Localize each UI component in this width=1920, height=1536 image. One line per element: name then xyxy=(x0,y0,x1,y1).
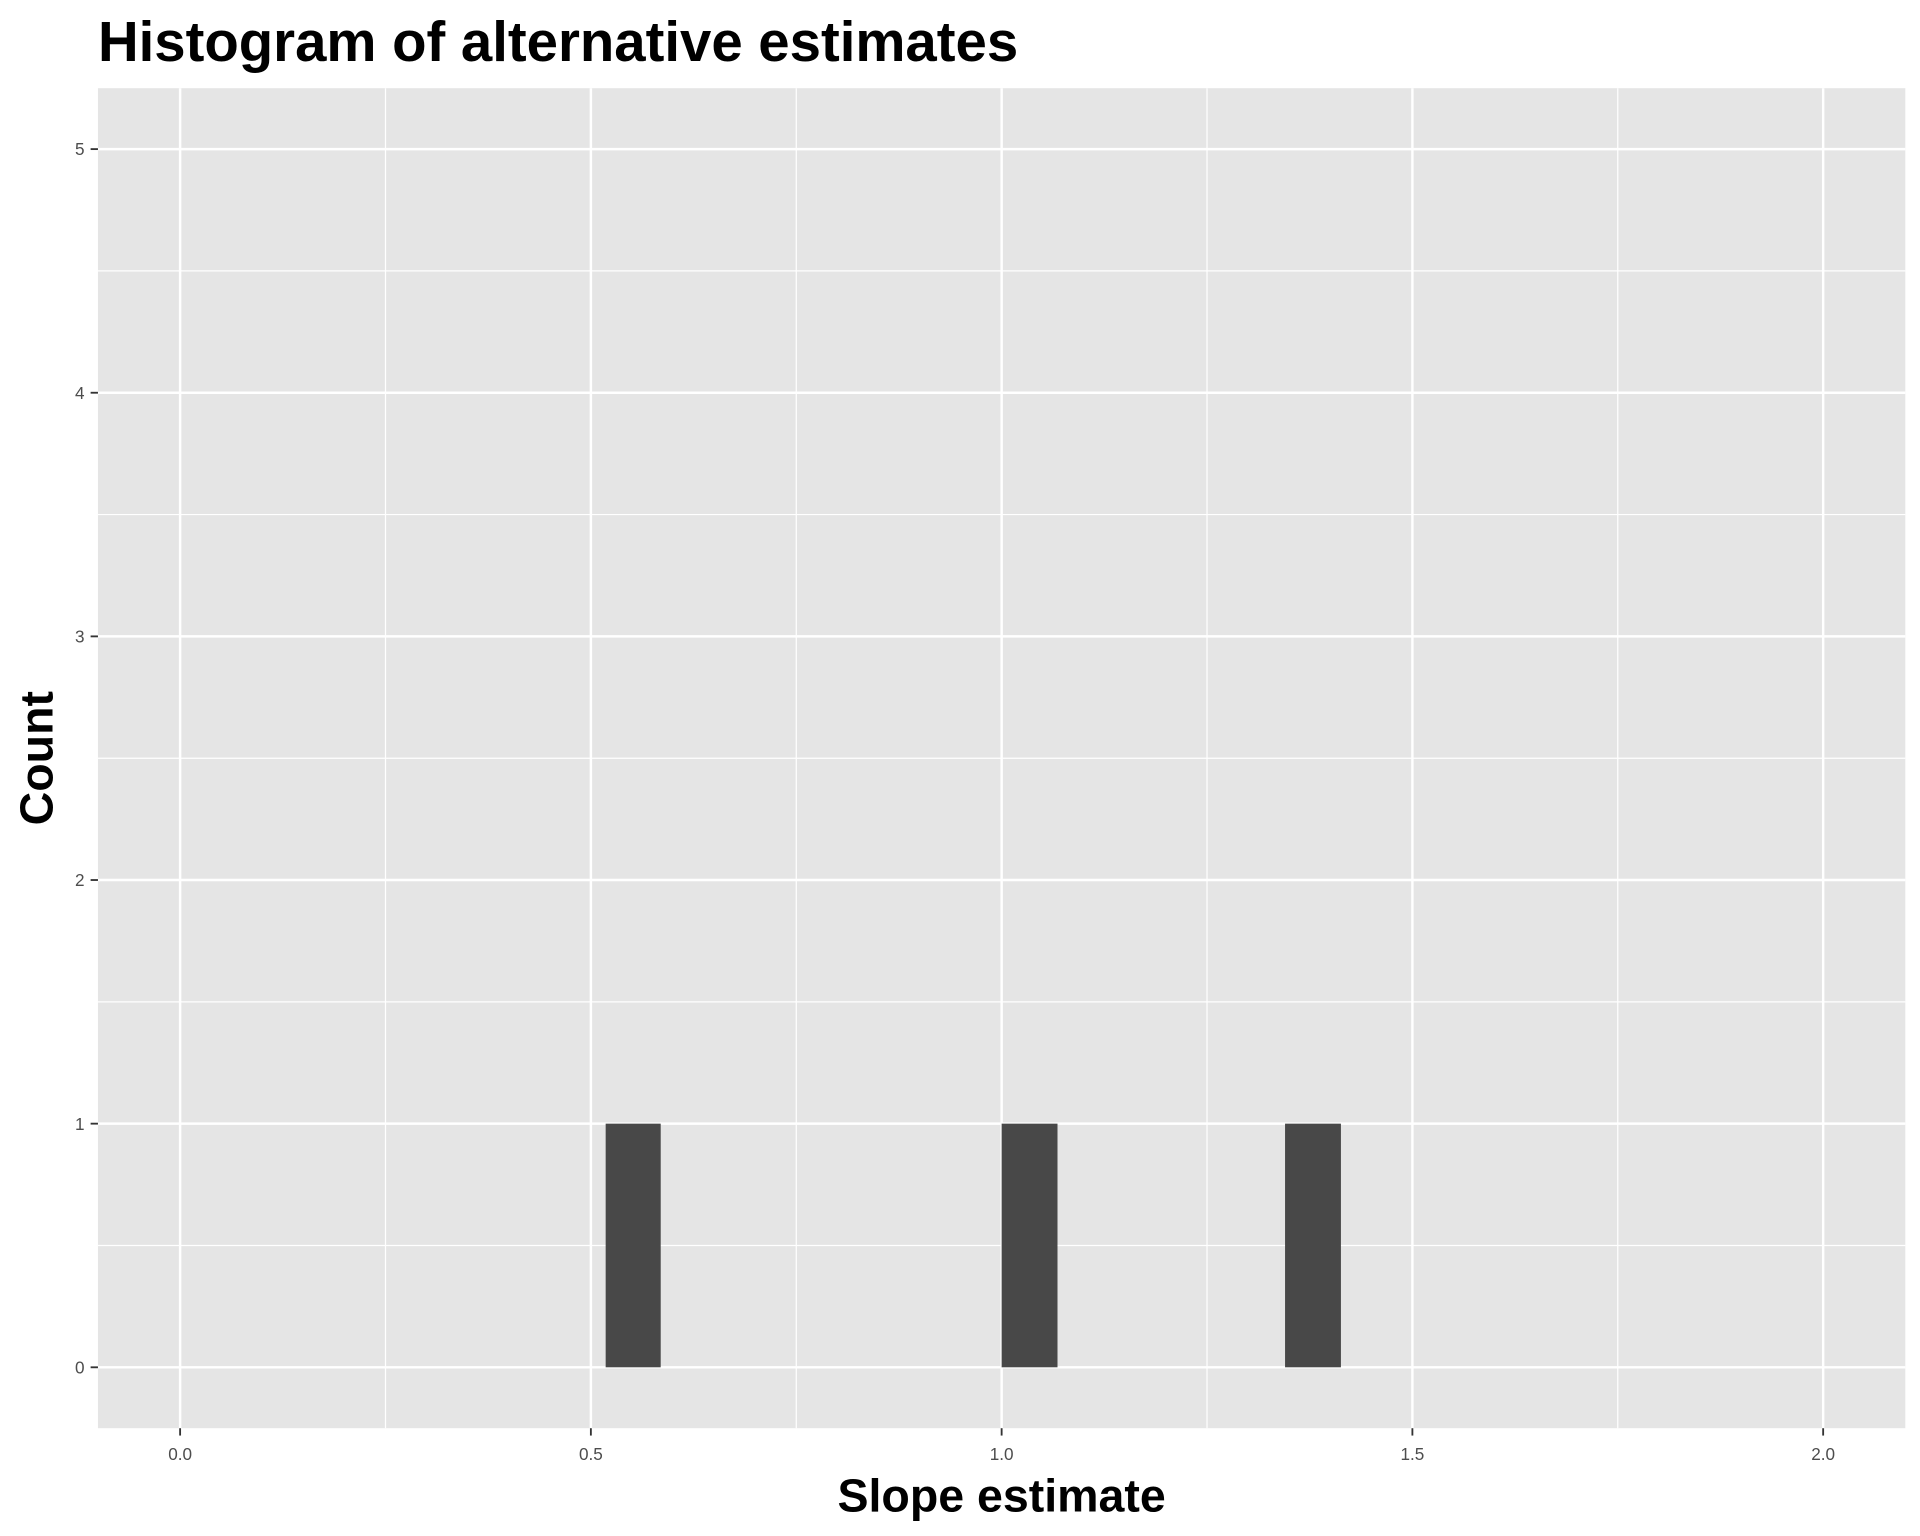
y-axis-label: Count xyxy=(11,691,63,825)
y-tick-label: 5 xyxy=(75,139,85,159)
y-tick-label: 3 xyxy=(75,627,85,647)
histogram-bar xyxy=(605,1123,661,1368)
chart-title: Histogram of alternative estimates xyxy=(98,10,1018,73)
x-axis-label: Slope estimate xyxy=(838,1469,1166,1521)
x-tick-label: 2.0 xyxy=(1811,1444,1835,1464)
y-tick-label: 2 xyxy=(75,870,85,890)
histogram-bar xyxy=(1001,1123,1058,1368)
bars xyxy=(605,1123,1341,1368)
y-tick-label: 1 xyxy=(75,1114,85,1134)
x-tick-label: 1.5 xyxy=(1400,1444,1424,1464)
axis-ticks: 0.0 0.5 1.0 1.5 2.0 0 1 2 3 4 5 xyxy=(75,139,1835,1464)
x-tick-label: 0.0 xyxy=(168,1444,192,1464)
histogram-bar xyxy=(1285,1123,1341,1368)
y-tick-label: 0 xyxy=(75,1357,85,1377)
y-tick-label: 4 xyxy=(75,383,85,403)
x-tick-label: 0.5 xyxy=(579,1444,603,1464)
x-tick-label: 1.0 xyxy=(990,1444,1014,1464)
